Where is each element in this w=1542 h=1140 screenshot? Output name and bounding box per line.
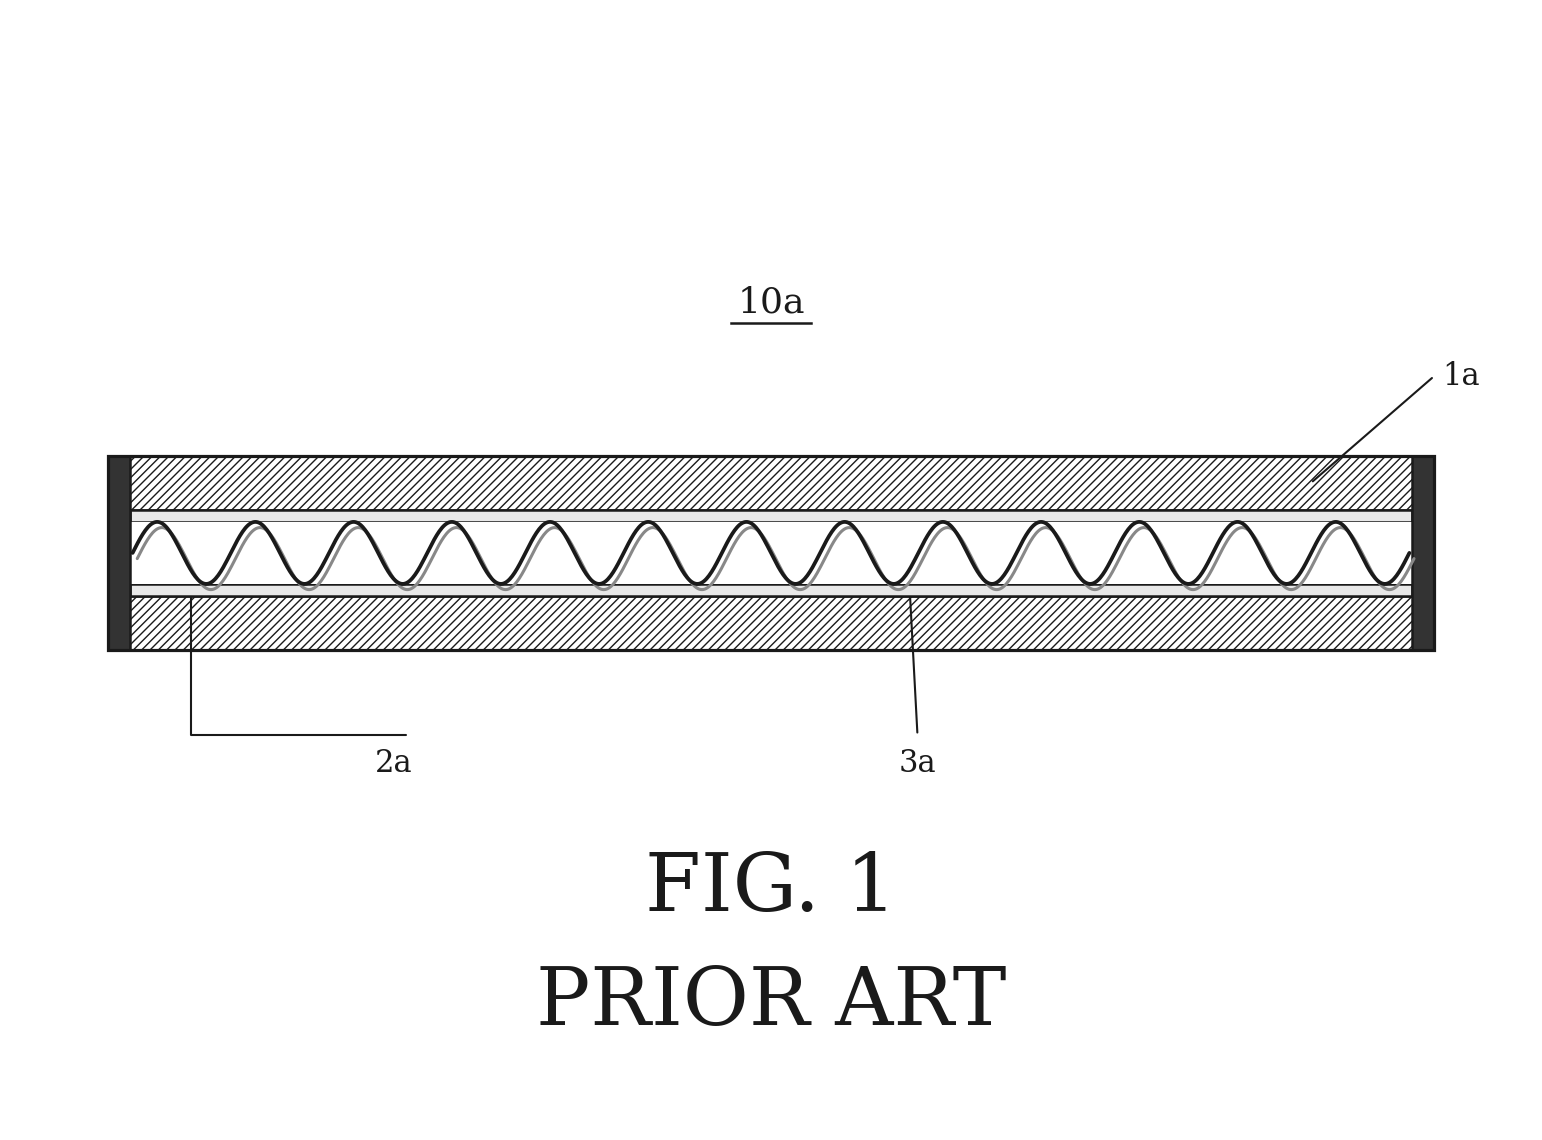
Bar (108, 456, 130, 650)
Bar (130, 522, 1412, 584)
Text: 3a: 3a (899, 748, 936, 780)
Bar (108, 595, 1434, 650)
Text: 10a: 10a (737, 285, 805, 319)
Bar (108, 456, 1434, 650)
Bar (1412, 456, 1434, 650)
Bar (108, 595, 1434, 650)
Bar (130, 584, 1412, 595)
Bar (108, 456, 1434, 650)
Text: PRIOR ART: PRIOR ART (535, 964, 1007, 1042)
Bar (130, 511, 1412, 522)
Bar (108, 456, 1434, 511)
Text: FIG. 1: FIG. 1 (645, 850, 897, 928)
Bar (108, 456, 1434, 511)
Text: 2a: 2a (375, 748, 412, 780)
Text: 1a: 1a (1442, 360, 1479, 392)
